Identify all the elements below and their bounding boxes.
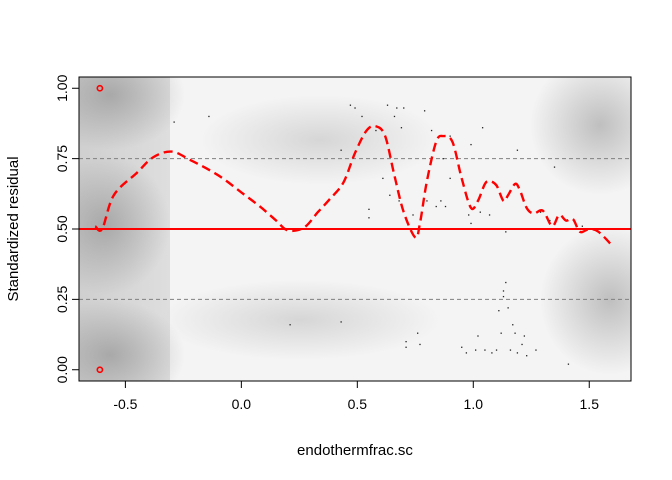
residual-point	[417, 332, 419, 334]
y-tick-label: 0.00	[54, 356, 70, 383]
y-tick-label: 0.50	[54, 215, 70, 242]
y-axis: 0.00 0.25 0.50 0.75 1.00	[54, 74, 80, 383]
residual-point	[368, 208, 370, 210]
residual-point	[389, 194, 391, 196]
residual-point	[539, 211, 542, 213]
residual-point	[354, 107, 356, 109]
residual-point	[479, 211, 481, 213]
residual-point	[361, 115, 363, 118]
residual-point	[502, 295, 505, 298]
residual-point	[465, 352, 468, 354]
residual-point	[208, 115, 210, 118]
residual-point	[495, 349, 498, 351]
residual-point	[435, 205, 437, 208]
residual-point	[440, 200, 442, 202]
residual-point	[516, 149, 519, 151]
x-tick-label: -0.5	[113, 396, 137, 412]
residual-point	[289, 324, 291, 326]
residual-point	[477, 335, 479, 337]
x-axis-title: endothermfrac.sc	[297, 442, 413, 459]
residual-point	[581, 225, 583, 227]
y-tick-label: 0.75	[54, 145, 70, 172]
y-tick-label: 0.25	[54, 286, 70, 313]
residual-point	[488, 214, 491, 216]
residual-point	[470, 143, 472, 146]
smoothed-residual-line	[94, 124, 614, 247]
residual-point	[382, 177, 384, 180]
residual-point	[491, 352, 493, 354]
residual-point	[516, 352, 519, 354]
residual-point	[523, 335, 526, 337]
residual-point	[468, 214, 470, 216]
x-tick-label: 0.0	[232, 396, 252, 412]
residual-point	[173, 121, 175, 123]
x-tick-label: 0.5	[348, 396, 368, 412]
residual-point	[484, 349, 486, 351]
residual-point	[349, 104, 352, 106]
residual-point	[470, 222, 472, 225]
x-tick-label: 1.0	[464, 396, 484, 412]
y-tick-label: 1.00	[54, 74, 70, 101]
residual-point	[400, 127, 403, 129]
residual-point	[426, 200, 428, 202]
residual-point	[553, 166, 556, 168]
residual-point	[449, 135, 451, 137]
residual-point	[412, 214, 414, 216]
residual-point	[567, 363, 570, 365]
residual-point	[549, 219, 551, 222]
residual-point	[449, 177, 451, 180]
outlier-points	[96, 84, 104, 374]
residual-point	[475, 349, 477, 351]
residual-point	[396, 107, 398, 109]
residual-point	[405, 340, 407, 343]
residual-point	[386, 104, 389, 106]
residual-point	[535, 349, 537, 351]
residual-point	[481, 127, 484, 129]
residual-point	[500, 332, 502, 334]
residual-point	[340, 149, 342, 151]
residual-point	[512, 324, 514, 326]
reference-lines	[79, 158, 631, 300]
residual-point	[498, 310, 500, 312]
residual-point	[368, 217, 370, 219]
residual-points	[173, 104, 583, 365]
x-tick-label: 1.5	[580, 396, 600, 412]
residual-point	[505, 231, 507, 233]
outlier-point	[96, 84, 104, 92]
residual-point	[505, 281, 507, 284]
residual-point	[398, 200, 400, 202]
residual-point	[393, 115, 396, 118]
x-axis: -0.5 0.0 0.5 1.0 1.5	[113, 380, 600, 412]
residual-point	[403, 107, 405, 109]
residual-point	[509, 349, 512, 351]
residual-point	[444, 205, 447, 208]
residual-point	[375, 129, 377, 132]
y-axis-title: Standardized residual	[5, 156, 22, 301]
residual-point	[430, 129, 433, 132]
residual-point	[419, 343, 421, 346]
outlier-point	[96, 366, 104, 374]
residual-point	[423, 110, 426, 112]
residual-point	[526, 355, 528, 357]
residual-point	[405, 346, 407, 348]
residual-point	[442, 158, 444, 160]
residual-point	[507, 307, 509, 309]
residual-point	[521, 343, 523, 346]
residual-point	[514, 332, 516, 334]
residual-point	[461, 346, 463, 348]
residual-point	[502, 290, 505, 292]
residual-point	[340, 321, 342, 323]
